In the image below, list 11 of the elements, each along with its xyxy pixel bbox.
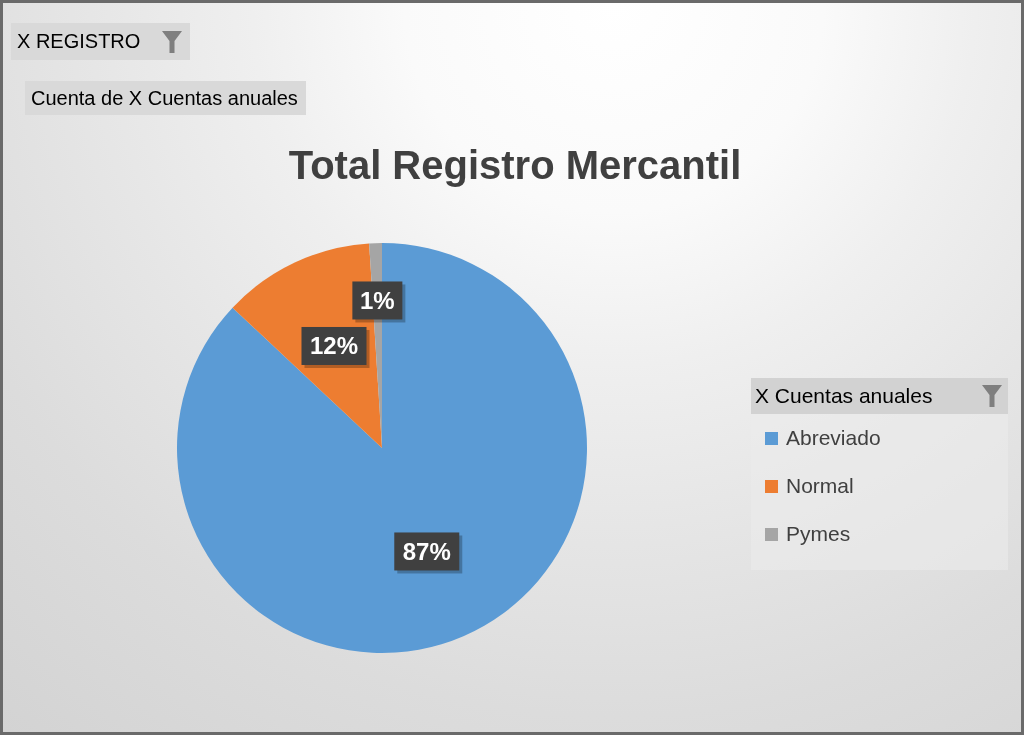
pie-slice [177, 243, 587, 653]
chart-title: Total Registro Mercantil [288, 143, 742, 187]
text: X REGISTRO [17, 30, 141, 53]
data-label: 12% [309, 332, 359, 360]
data-label: 1% [360, 286, 395, 314]
legend-label: Pymes [786, 522, 851, 546]
legend-label: Normal [786, 474, 854, 498]
data-label: 87% [402, 537, 451, 565]
text: Cuenta de X Cuentas anuales [31, 86, 298, 110]
legend-title: X Cuentas anuales [755, 384, 933, 408]
legend-label: Abreviado [786, 426, 881, 450]
